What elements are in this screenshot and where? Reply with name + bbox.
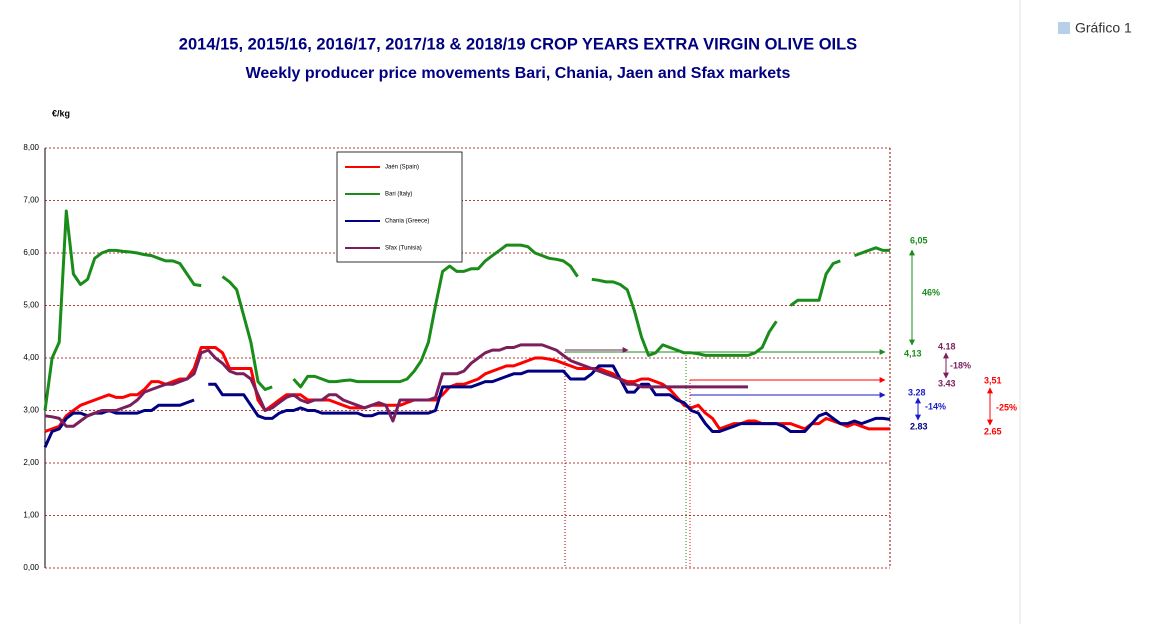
annotation: -18% (950, 360, 971, 370)
annotation: 4.18 (938, 341, 956, 351)
y-tick-label: 1,00 (23, 511, 39, 520)
annotation: 4,13 (904, 348, 922, 358)
caption: Gráfico 1 (1075, 20, 1132, 36)
annotation: 3.28 (908, 387, 926, 397)
y-axis-label: €/kg (52, 108, 70, 118)
series-line (44, 343, 748, 428)
legend-label: Bari (Italy) (385, 192, 412, 198)
series-line (43, 209, 890, 411)
arrows (565, 249, 993, 426)
y-tick-label: 5,00 (23, 301, 39, 310)
legend-label: Chania (Greece) (385, 219, 429, 225)
annotation: 3,51 (984, 375, 1002, 385)
annotation: 3.43 (938, 378, 956, 388)
legend-label: Sfax (Tunisia) (385, 246, 422, 252)
annotation: -14% (925, 401, 946, 411)
chart-title: 2014/15, 2015/16, 2016/17, 2017/18 & 201… (179, 35, 857, 53)
y-tick-label: 0,00 (23, 563, 39, 572)
annotation: 46% (922, 287, 940, 297)
series-line (43, 364, 891, 448)
series-layer (43, 147, 891, 569)
y-tick-label: 4,00 (23, 353, 39, 362)
series-line (44, 346, 890, 433)
y-tick-label: 3,00 (23, 406, 39, 415)
y-tick-label: 7,00 (23, 196, 39, 205)
caption-icon (1058, 22, 1070, 34)
y-tick-label: 6,00 (23, 248, 39, 257)
chart-subtitle: Weekly producer price movements Bari, Ch… (246, 65, 791, 82)
y-tick-label: 8,00 (23, 143, 39, 152)
legend-label: Jaén (Spain) (385, 165, 419, 171)
annotation: 6,05 (910, 235, 928, 245)
annotation: 2.83 (910, 421, 928, 431)
y-tick-label: 2,00 (23, 458, 39, 467)
legend-box (336, 151, 463, 263)
annotation: -25% (996, 402, 1017, 412)
annotation: 2.65 (984, 426, 1002, 436)
